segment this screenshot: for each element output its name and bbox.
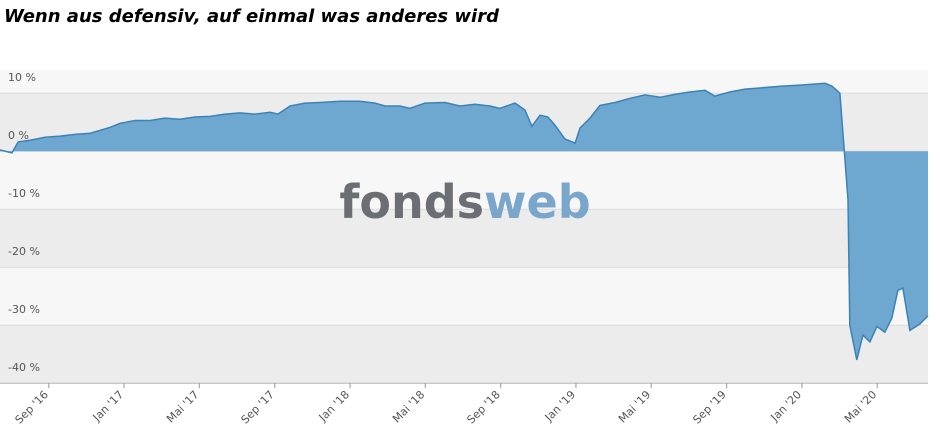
y-tick-label: -10 %	[8, 187, 40, 200]
area	[0, 83, 928, 361]
watermark-part: web	[484, 175, 591, 229]
y-tick-label: -40 %	[8, 361, 40, 374]
watermark: fondsweb	[339, 175, 590, 229]
y-tick-label: 0 %	[8, 129, 29, 142]
plot-band	[0, 267, 928, 326]
plot-band	[0, 325, 928, 384]
x-tick-label: Sep '18	[464, 388, 502, 426]
y-tick-label: 10 %	[8, 71, 36, 84]
x-tick-label: Mai '18	[390, 388, 427, 425]
plot-band	[0, 209, 928, 268]
x-tick-label: Sep '16	[13, 388, 51, 426]
line	[0, 82, 929, 361]
x-tick-label: Sep '19	[690, 388, 728, 426]
y-tick-label: -20 %	[8, 245, 40, 258]
plot-band	[0, 70, 928, 94]
watermark-part: fonds	[339, 175, 484, 229]
x-tick-label: Jan '20	[768, 388, 804, 424]
x-tick-label: Jan '18	[316, 388, 352, 424]
x-tick-label: Jan '19	[542, 388, 578, 424]
y-tick-label: -30 %	[8, 303, 40, 316]
plot-band	[0, 151, 928, 210]
x-tick-label: Mai '19	[616, 388, 653, 425]
x-tick-label: Sep '17	[239, 388, 277, 426]
x-tick-label: Mai '17	[164, 388, 201, 425]
chart-title: Wenn aus defensiv, auf einmal was andere…	[4, 6, 500, 27]
x-tick-label: Jan '17	[90, 388, 126, 424]
x-tick-label: Mai '20	[842, 388, 879, 425]
title-box	[0, 0, 905, 55]
